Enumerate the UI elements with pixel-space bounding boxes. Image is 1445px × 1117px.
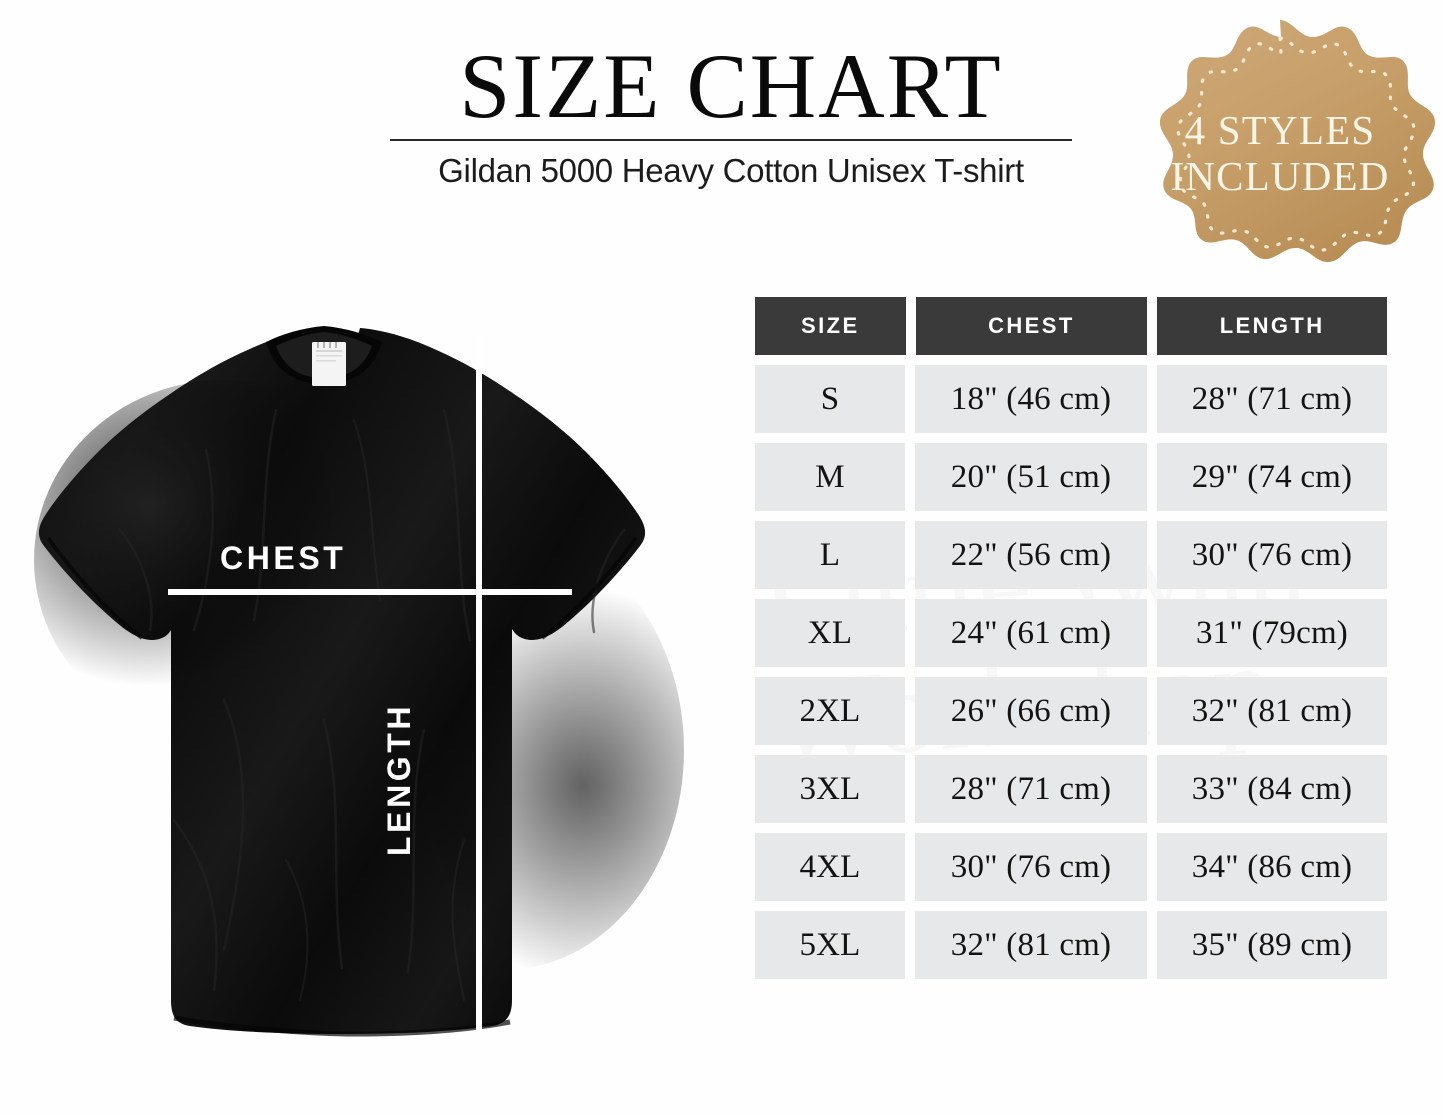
cell-chest: 26" (66 cm)	[915, 677, 1147, 745]
tshirt-illustration: CHEST LENGTH	[24, 300, 724, 1060]
cell-size: 5XL	[755, 911, 905, 979]
cell-chest: 18" (46 cm)	[915, 365, 1147, 433]
cell-length: 31" (79cm)	[1157, 599, 1387, 667]
cell-size: S	[755, 365, 905, 433]
cell-chest: 28" (71 cm)	[915, 755, 1147, 823]
page-title: SIZE CHART	[459, 35, 1003, 137]
column-header-chest: CHEST	[915, 297, 1148, 355]
tshirt-hem	[173, 1015, 511, 1037]
tshirt-icon	[34, 326, 684, 1037]
cell-chest: 20" (51 cm)	[915, 443, 1147, 511]
header-block: SIZE CHART Gildan 5000 Heavy Cotton Unis…	[390, 35, 1072, 190]
badge-dotted-border	[1176, 36, 1416, 252]
table-header-row: SIZE CHEST LENGTH	[755, 297, 1388, 355]
column-header-size: SIZE	[755, 297, 906, 355]
table-row: XL 24" (61 cm) 31" (79cm)	[755, 599, 1387, 667]
care-tag-icon	[312, 342, 346, 386]
page-subtitle: Gildan 5000 Heavy Cotton Unisex T-shirt	[438, 152, 1024, 190]
cell-length: 32" (81 cm)	[1157, 677, 1387, 745]
table-row: 3XL 28" (71 cm) 33" (84 cm)	[755, 755, 1387, 823]
table-row: 5XL 32" (81 cm) 35" (89 cm)	[755, 911, 1387, 979]
table-row: S 18" (46 cm) 28" (71 cm)	[755, 365, 1387, 433]
styles-included-badge: 4 STYLES INCLUDED	[1124, 16, 1436, 291]
table-row: 4XL 30" (76 cm) 34" (86 cm)	[755, 833, 1387, 901]
cell-size: 4XL	[755, 833, 905, 901]
cell-size: XL	[755, 599, 905, 667]
cell-size: L	[755, 521, 905, 589]
table-row: M 20" (51 cm) 29" (74 cm)	[755, 443, 1387, 511]
fabric-shade-left	[34, 380, 414, 740]
cell-length: 29" (74 cm)	[1157, 443, 1387, 511]
cell-size: 2XL	[755, 677, 905, 745]
cell-chest: 24" (61 cm)	[915, 599, 1147, 667]
cell-length: 28" (71 cm)	[1157, 365, 1387, 433]
sleeve-hem-left	[46, 536, 144, 640]
fabric-shade-right	[324, 530, 684, 970]
fabric-highlights	[285, 419, 465, 1001]
size-table: SIZE CHEST LENGTH S 18" (46 cm) 28" (71 …	[755, 297, 1388, 989]
cell-length: 33" (84 cm)	[1157, 755, 1387, 823]
table-row: L 22" (56 cm) 30" (76 cm)	[755, 521, 1387, 589]
cell-length: 34" (86 cm)	[1157, 833, 1387, 901]
badge-seal-icon	[1159, 20, 1436, 263]
cell-size: 3XL	[755, 755, 905, 823]
cell-chest: 30" (76 cm)	[915, 833, 1147, 901]
table-row: 2XL 26" (66 cm) 32" (81 cm)	[755, 677, 1387, 745]
cell-chest: 22" (56 cm)	[915, 521, 1147, 589]
cell-size: M	[755, 443, 905, 511]
title-divider	[390, 139, 1072, 142]
cell-length: 30" (76 cm)	[1157, 521, 1387, 589]
sleeve-hem-right	[540, 536, 638, 640]
cell-chest: 32" (81 cm)	[915, 911, 1147, 979]
cell-length: 35" (89 cm)	[1157, 911, 1387, 979]
column-header-length: LENGTH	[1157, 297, 1388, 355]
